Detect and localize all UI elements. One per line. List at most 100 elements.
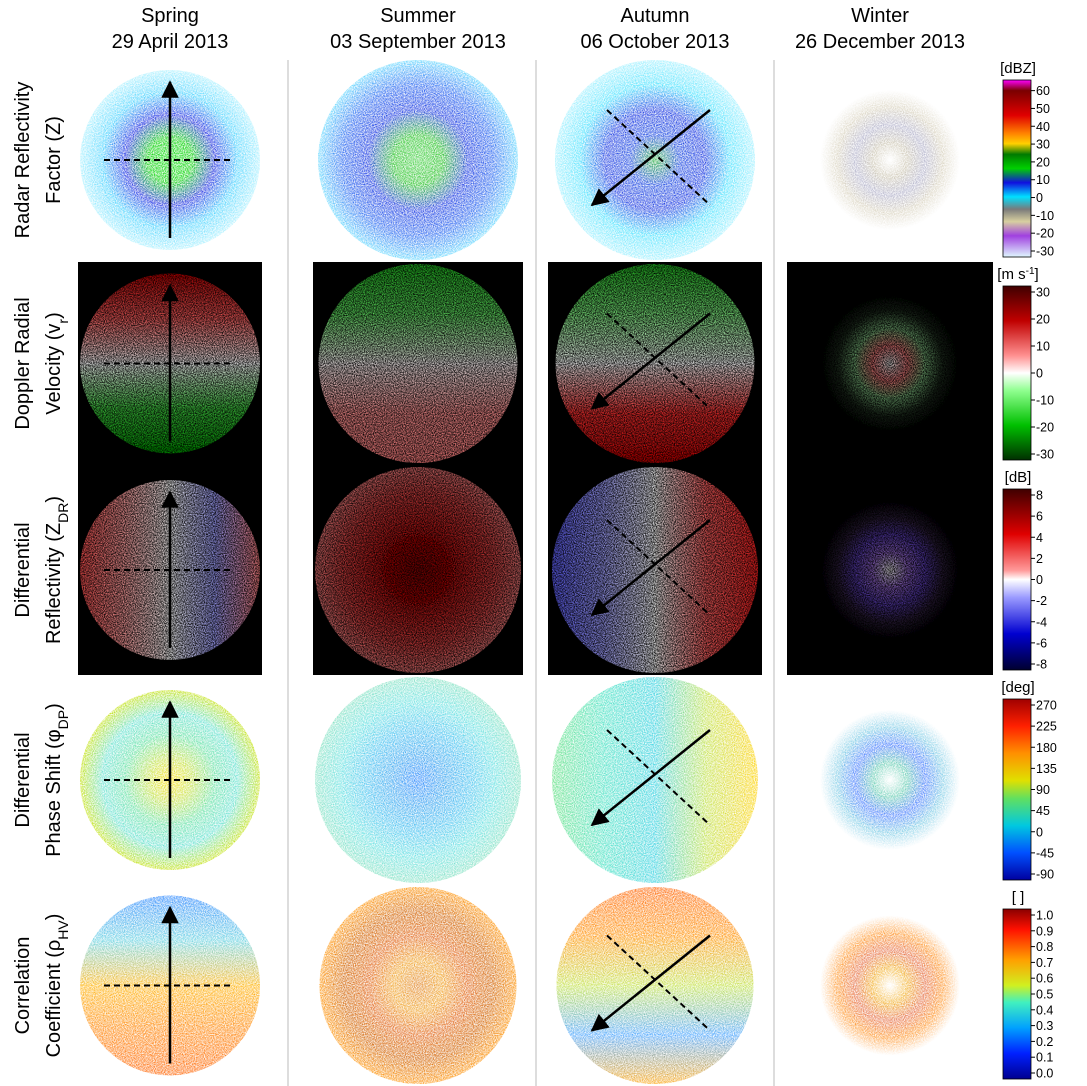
subscript: DR	[55, 503, 71, 523]
colorbar-tick-label: 4	[1036, 531, 1043, 545]
figure: Radar ReflectivityFactor (Z)[dBZ]6050403…	[0, 0, 1087, 1086]
label-part: Reflectivity (Z	[43, 523, 65, 644]
colorbar-tick-label: 135	[1036, 762, 1057, 776]
label-part: Coefficient (ρ	[43, 940, 65, 1058]
radar-image	[556, 264, 755, 463]
label-part: Velocity (v	[43, 324, 65, 415]
colorbar-tick-label: 45	[1036, 804, 1050, 818]
unit-part: [dBZ]	[1000, 60, 1036, 77]
row-label-line2: Reflectivity (ZDR)	[43, 496, 71, 644]
colorbar-tick-label: 10	[1036, 173, 1050, 187]
row-label-line2: Velocity (vr)	[43, 312, 71, 415]
radar-image	[320, 887, 517, 1084]
colorbar-tick-label: -8	[1036, 658, 1047, 672]
row-label-line1: Doppler Radial	[12, 297, 34, 429]
radar-image	[820, 500, 960, 640]
row-label: Radar Reflectivity Factor (Z)	[12, 82, 65, 239]
colorbar-unit: [m s-1]	[997, 266, 1038, 284]
colorbar-tick-label: 0.6	[1036, 972, 1053, 986]
colorbar-tick-label: 8	[1036, 489, 1043, 503]
colorbar-tick-label: 30	[1036, 138, 1050, 152]
colorbar	[1003, 909, 1031, 1079]
colorbar-tick-label: 10	[1036, 340, 1050, 354]
colorbar-tick-label: 0.2	[1036, 1035, 1053, 1049]
colorbar-tick-label: -10	[1036, 394, 1054, 408]
colorbar-unit: [dB]	[1005, 469, 1032, 486]
label-part: Phase Shift (φ	[43, 729, 65, 857]
colorbar-tick-label: -30	[1036, 448, 1054, 462]
column-season: Summer	[380, 5, 456, 27]
unit-part: ]	[1035, 266, 1039, 283]
colorbar-tick-label: -4	[1036, 615, 1047, 629]
colorbar-tick-label: 90	[1036, 783, 1050, 797]
colorbar-tick-label: 0	[1036, 191, 1043, 205]
radar-image	[820, 710, 960, 850]
column-season: Spring	[141, 5, 199, 27]
column-date: 06 October 2013	[581, 31, 730, 53]
unit-part: [m s	[997, 266, 1025, 283]
column-season: Winter	[851, 5, 909, 27]
label-part: Factor (Z	[43, 123, 65, 204]
colorbar-tick-label: 0	[1036, 573, 1043, 587]
colorbar-tick-label: 180	[1036, 741, 1057, 755]
colorbar-tick-label: -45	[1036, 846, 1054, 860]
colorbar	[1003, 80, 1031, 257]
label-part: )	[43, 312, 65, 319]
colorbar-tick-label: 0.0	[1036, 1067, 1053, 1081]
colorbar-tick-label: 270	[1036, 699, 1057, 713]
label-part: )	[43, 914, 65, 921]
colorbar-tick-label: 0.5	[1036, 988, 1053, 1002]
colorbar-tick-label: 6	[1036, 510, 1043, 524]
colorbar	[1003, 489, 1031, 670]
colorbar-unit: [dBZ]	[1000, 60, 1036, 77]
unit-part: [ ]	[1012, 889, 1025, 906]
colorbar-tick-label: 50	[1036, 102, 1050, 116]
colorbar-tick-label: 20	[1036, 313, 1050, 327]
colorbar-tick-label: 2	[1036, 552, 1043, 566]
radar-image	[315, 467, 521, 673]
subscript: HV	[55, 920, 71, 940]
radar-image	[820, 916, 960, 1056]
colorbar-tick-label: 225	[1036, 720, 1057, 734]
colorbar-tick-label: 0.8	[1036, 940, 1053, 954]
colorbar-tick-label: -2	[1036, 594, 1047, 608]
colorbar-tick-label: 40	[1036, 120, 1050, 134]
colorbar-tick-label: 0	[1036, 825, 1043, 839]
radar-image	[319, 264, 518, 463]
colorbar-tick-label: -6	[1036, 636, 1047, 650]
colorbar-tick-label: 20	[1036, 155, 1050, 169]
colorbar-tick-label: 0	[1036, 367, 1043, 381]
colorbar-tick-label: 1.0	[1036, 909, 1053, 923]
column-date: 29 April 2013	[112, 31, 229, 53]
radar-image	[820, 90, 960, 230]
radar-image	[820, 294, 960, 434]
colorbar-tick-label: 60	[1036, 84, 1050, 98]
colorbar	[1003, 286, 1031, 460]
colorbar-unit: [ ]	[1012, 889, 1025, 906]
colorbar-tick-label: -10	[1036, 209, 1054, 223]
colorbar-tick-label: 0.3	[1036, 1019, 1053, 1033]
row-label-line2: Factor (Z)	[43, 116, 65, 204]
row-label-line1: Correlation	[12, 937, 34, 1035]
radar-image	[318, 60, 518, 260]
radar-image	[552, 677, 758, 883]
column-date: 03 September 2013	[330, 31, 506, 53]
row-label-line1: Radar Reflectivity	[12, 82, 34, 239]
colorbar-tick-label: -20	[1036, 421, 1054, 435]
colorbar-tick-label: -20	[1036, 227, 1054, 241]
row-label: Correlation Coefficient (ρHV)	[12, 914, 71, 1058]
column-date: 26 December 2013	[795, 31, 965, 53]
colorbar-tick-label: 0.1	[1036, 1051, 1053, 1065]
radar-image	[557, 887, 754, 1084]
radar-image	[555, 60, 755, 260]
column-season: Autumn	[621, 5, 690, 27]
unit-part: [deg]	[1001, 679, 1034, 696]
colorbar-tick-label: -90	[1036, 868, 1054, 882]
row-label-line1: Differential	[12, 732, 34, 827]
colorbar-tick-label: -30	[1036, 245, 1054, 259]
row-label-line2: Coefficient (ρHV)	[43, 914, 71, 1058]
colorbar-tick-label: 0.4	[1036, 1003, 1053, 1017]
colorbar	[1003, 699, 1031, 880]
